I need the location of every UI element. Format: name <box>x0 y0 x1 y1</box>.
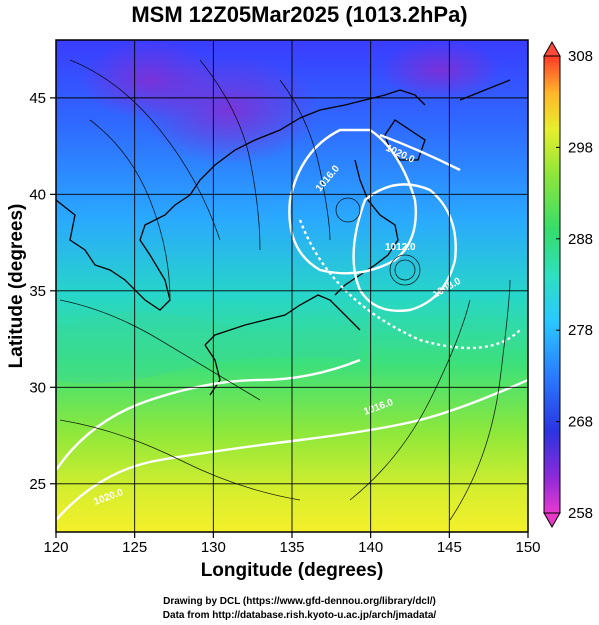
colorbar: 308 298 288 278 268 258 <box>543 40 593 529</box>
colorbar-tick-label: 308 <box>568 48 593 65</box>
cyclone-swirl <box>335 197 361 223</box>
y-tick-label: 45 <box>29 90 46 107</box>
x-axis-label: Longitude (degrees) <box>201 560 384 581</box>
x-tick-label: 120 <box>43 539 68 556</box>
x-tick-label: 145 <box>437 539 462 556</box>
streamline <box>199 59 261 251</box>
colorbar-tick-label: 258 <box>568 505 593 522</box>
colorbar-bottom-arrow <box>543 512 561 529</box>
kurile-islands <box>459 79 511 101</box>
colorbar-top-arrow <box>543 40 561 57</box>
cyclone-swirl <box>389 254 421 286</box>
isobar-low-ring <box>352 183 457 312</box>
coast-north <box>174 117 301 206</box>
colorbar-tick-label: 268 <box>568 414 593 431</box>
graticule <box>56 40 528 532</box>
streamline <box>349 299 471 501</box>
streamline <box>89 119 171 301</box>
streamline <box>449 279 511 521</box>
y-tick-label: 30 <box>29 379 46 396</box>
credit-line-1: Drawing by DCL (https://www.gfd-dennou.o… <box>163 596 436 607</box>
colorbar-tick-label: 288 <box>568 231 593 248</box>
korea-china-coast <box>56 199 176 311</box>
y-tick-label: 35 <box>29 283 46 300</box>
streamline <box>59 419 301 501</box>
y-axis-ticks: 25 30 35 40 45 <box>29 90 56 493</box>
x-tick-label: 135 <box>279 539 304 556</box>
credit-line-2: Data from http://database.rish.kyoto-u.a… <box>162 610 437 621</box>
streamline <box>59 299 261 401</box>
cold-anomaly <box>80 40 220 120</box>
streamline <box>69 59 221 241</box>
contour-label: 1012.0 <box>385 242 416 253</box>
x-tick-label: 150 <box>515 539 540 556</box>
colorbar-tick-label: 298 <box>568 139 593 156</box>
colorbar-tick-label: 278 <box>568 322 593 339</box>
cold-anomaly <box>380 40 500 100</box>
streamlines <box>59 59 511 521</box>
cyclone-swirl <box>394 259 416 281</box>
isobar <box>379 133 461 172</box>
warm-band <box>56 312 360 384</box>
y-axis-label: Latitude (degrees) <box>6 204 27 369</box>
x-tick-label: 125 <box>122 539 147 556</box>
isobar <box>56 378 528 521</box>
isobars <box>56 128 528 521</box>
map-title: MSM 12Z05Mar2025 (1013.2hPa) <box>131 2 468 27</box>
y-tick-label: 25 <box>29 476 46 493</box>
colorbar-scale <box>543 55 561 514</box>
x-axis-ticks: 120 125 130 135 140 145 150 <box>43 532 541 556</box>
x-tick-label: 130 <box>201 539 226 556</box>
y-tick-label: 40 <box>29 186 46 203</box>
colorbar-ticks: 308 298 288 278 268 258 <box>556 48 593 522</box>
isobar-low-ring <box>288 128 417 275</box>
honshu-south-coast <box>204 294 361 346</box>
isobar <box>56 358 361 471</box>
streamline <box>279 79 331 241</box>
x-tick-label: 140 <box>358 539 383 556</box>
